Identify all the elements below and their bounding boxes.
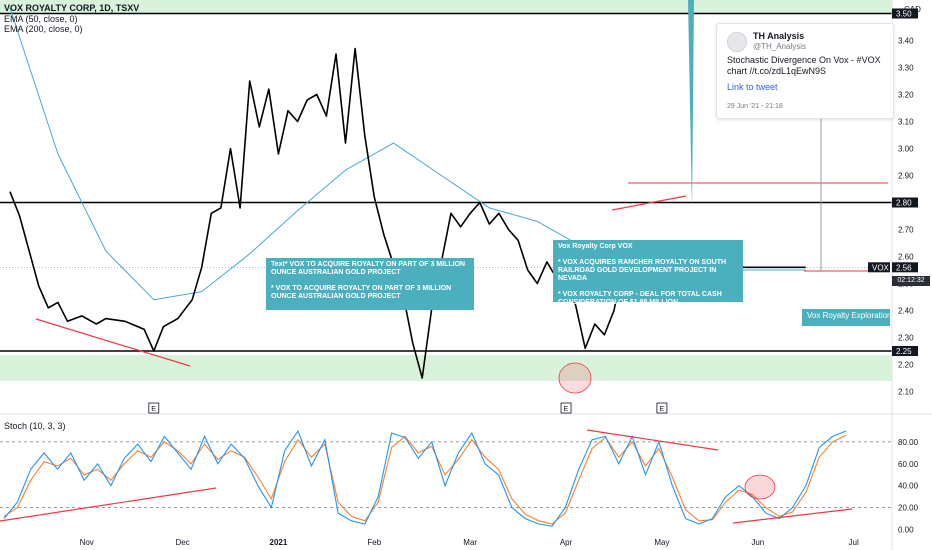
y-tick-label: 3.10 — [898, 118, 914, 127]
symbol-tag — [868, 262, 890, 273]
support-zone — [0, 355, 892, 381]
price-line[interactable] — [9, 47, 806, 379]
stoch-d-line[interactable] — [3, 434, 847, 525]
level-price-tag — [892, 8, 918, 19]
y-tick-label: 3.20 — [898, 91, 914, 100]
annotation-exploration[interactable]: Vox Royalty Exploration — [802, 309, 890, 326]
stoch-y-tick-label: 0.00 — [898, 526, 914, 535]
y-tick-label: 3.40 — [898, 37, 914, 46]
stoch-trendline-2 — [586, 429, 719, 451]
x-tick-label: Apr — [560, 538, 573, 547]
level-price-label: 3.50 — [896, 10, 912, 19]
stoch-k-line[interactable] — [3, 429, 847, 527]
stoch-y-tick-label: 20.00 — [898, 504, 919, 513]
symbol-legend[interactable]: VOX ROYALTY CORP, 1D, TSXV — [4, 3, 140, 13]
y-tick-label: 2.10 — [898, 388, 914, 397]
last-price-tag — [892, 262, 918, 273]
earnings-marker[interactable] — [656, 402, 668, 414]
resistance-zone — [0, 0, 892, 14]
level-price-label: 2.25 — [896, 347, 912, 356]
stoch-trendline-3 — [732, 508, 853, 524]
y-tick-label: 2.60 — [898, 253, 914, 262]
earnings-marker-label: E — [151, 406, 156, 413]
x-tick-label: Nov — [80, 538, 94, 547]
stoch-y-tick-label: 80.00 — [898, 438, 919, 447]
last-price-label: 2.56 — [896, 263, 912, 272]
earnings-marker[interactable] — [560, 402, 572, 414]
tweet-author: TH Analysis — [753, 31, 805, 41]
y-tick-label: 2.20 — [898, 361, 914, 370]
ema50-legend[interactable]: EMA (50, close, 0) — [4, 14, 78, 24]
tweet-link[interactable]: Link to tweet — [727, 82, 778, 92]
stoch-y-tick-label: 40.00 — [898, 482, 919, 491]
y-tick-label: 2.30 — [898, 334, 914, 343]
spike-marker — [688, 0, 694, 210]
x-tick-label: Jun — [751, 538, 764, 547]
y-tick-label: 2.90 — [898, 172, 914, 181]
tweet-handle: @TH_Analysis — [753, 42, 807, 51]
tweet-card[interactable]: TH Analysis @TH_Analysis Stochastic Dive… — [716, 23, 894, 119]
earnings-marker-label: E — [564, 406, 569, 413]
x-tick-label: May — [654, 538, 669, 547]
highlight-ellipse-low — [558, 362, 592, 394]
annotation-australian-royalty[interactable]: Text* VOX TO ACQUIRE ROYALTY ON PART OF … — [266, 258, 474, 310]
symbol-tag-label: VOX — [872, 263, 890, 272]
avatar — [727, 32, 747, 52]
countdown-timer: 02:12:32 — [892, 276, 930, 286]
x-tick-label: Mar — [463, 538, 477, 547]
level-price-tag — [892, 346, 918, 356]
y-tick-label: 3.00 — [898, 145, 914, 154]
y-tick-label: 2.70 — [898, 226, 914, 235]
stoch-trendline-1 — [0, 487, 217, 522]
x-tick-label: 2021 — [270, 538, 288, 547]
x-tick-label: Feb — [367, 538, 381, 547]
price-trendline-1 — [35, 318, 191, 367]
earnings-marker[interactable] — [148, 402, 160, 414]
stoch-y-tick-label: 60.00 — [898, 460, 919, 469]
tweet-text: Stochastic Divergence On Vox - #VOX char… — [727, 55, 881, 76]
tweet-date: 29 Jun '21 - 21:18 — [727, 103, 783, 110]
x-tick-label: Dec — [175, 538, 189, 547]
price-trendline-2 — [611, 195, 687, 211]
y-tick-label: 2.40 — [898, 307, 914, 316]
level-price-tag — [892, 197, 918, 208]
ema200-legend[interactable]: EMA (200, close, 0) — [4, 24, 83, 34]
stoch-highlight-ellipse — [744, 474, 776, 500]
stoch-legend[interactable]: Stoch (10, 3, 3) — [4, 421, 66, 431]
y-tick-label: 3.30 — [898, 64, 914, 73]
annotation-rancher-royalty[interactable]: Vox Royalty Corp VOX * VOX ACQUIRES RANC… — [553, 240, 743, 306]
level-price-label: 2.80 — [896, 199, 912, 208]
earnings-marker-label: E — [659, 406, 664, 413]
x-tick-label: Jul — [849, 538, 859, 547]
